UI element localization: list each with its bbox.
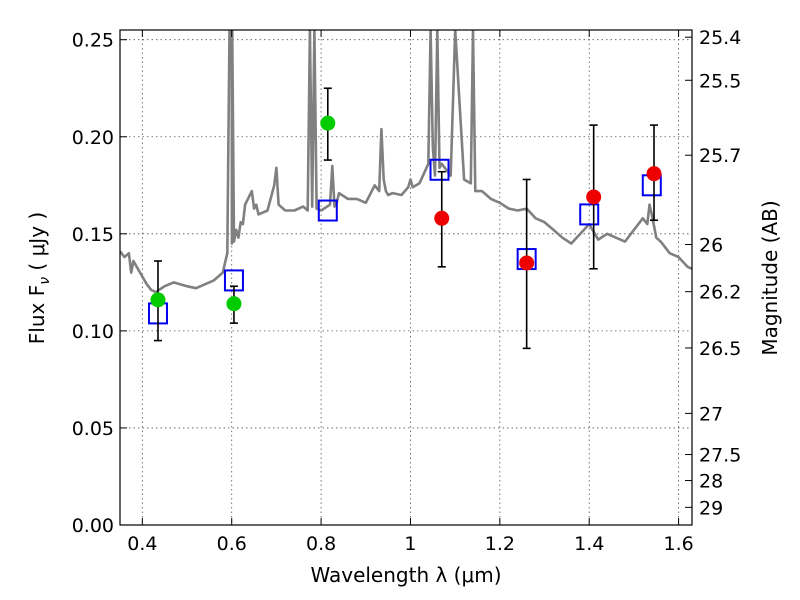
right-tick-label: 25.4 (699, 27, 741, 49)
y-tick-label: 0.20 (72, 127, 114, 149)
y-axis-label: Flux Fν ( μJy ) (25, 212, 53, 344)
observed-flux-point (434, 210, 450, 226)
observed-flux-point (150, 292, 166, 308)
x-tick-label: 1.2 (485, 533, 515, 555)
x-tick-label: 1.6 (663, 533, 693, 555)
x-tick-label: 0.8 (306, 533, 336, 555)
right-tick-label: 26.2 (699, 282, 741, 304)
observed-flux-point (519, 255, 535, 271)
plot-contents (120, 30, 692, 350)
observed-flux-point (646, 166, 662, 182)
right-tick-label: 26.5 (699, 338, 741, 360)
spectrum-line (120, 30, 692, 294)
observed-flux-point (226, 296, 242, 312)
grid-lines (120, 30, 692, 526)
observed-flux-point (320, 115, 336, 131)
right-tick-label: 26 (699, 235, 723, 257)
x-tick-label: 1.4 (574, 533, 604, 555)
right-tick-label: 29 (699, 497, 723, 519)
y-tick-label: 0.00 (72, 515, 114, 537)
right-tick-label: 28 (699, 471, 723, 493)
model-flux-square (317, 199, 338, 222)
y-tick-label: 0.10 (72, 321, 114, 343)
x-tick-label: 0.4 (127, 533, 157, 555)
axis-ticks: 0.4 0.6 0.8 1 1.2 1.4 1.6 0.00 0.05 0.10 0.15 0.20 0… (72, 27, 742, 555)
y-tick-label: 0.15 (72, 224, 114, 246)
y-axis-label-unit: ( μJy ) (25, 212, 49, 277)
right-tick-label: 25.7 (699, 145, 741, 167)
y-tick-label: 0.25 (72, 30, 114, 52)
x-tick-label: 1 (404, 533, 416, 555)
x-tick-label: 0.6 (217, 533, 247, 555)
plot-frame (119, 29, 693, 526)
plot-area (120, 30, 692, 350)
y-tick-label: 0.05 (72, 418, 114, 440)
y-axis-label-subscript: ν (37, 277, 53, 285)
right-tick-label: 27 (699, 403, 723, 425)
model-flux-square (579, 203, 600, 226)
model-flux-square (429, 158, 450, 181)
y-axis-label-main: Flux F (25, 285, 49, 344)
observed-flux-point (586, 189, 602, 205)
right-tick-label: 27.5 (699, 445, 741, 467)
right-axis-label: Magnitude (AB) (758, 200, 782, 355)
right-tick-label: 25.5 (699, 70, 741, 92)
x-axis-label: Wavelength λ (μm) (310, 563, 501, 587)
